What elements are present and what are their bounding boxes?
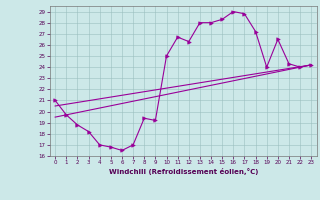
X-axis label: Windchill (Refroidissement éolien,°C): Windchill (Refroidissement éolien,°C) bbox=[108, 168, 258, 175]
